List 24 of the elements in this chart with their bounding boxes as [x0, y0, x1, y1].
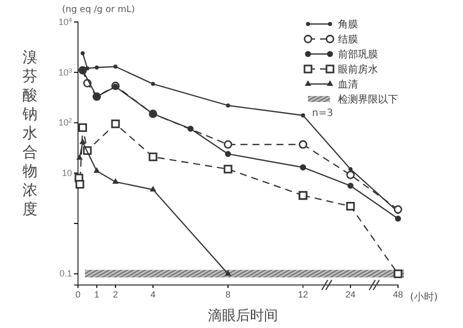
text: (小时)	[410, 291, 438, 303]
y-tick-label: 10	[62, 168, 72, 178]
text: (ng eq /g or mL)	[62, 5, 135, 15]
x-tick-label: 1	[94, 289, 100, 300]
legend-label: 角膜	[338, 18, 358, 30]
legend-label: 眼前房水	[338, 64, 378, 76]
x-tick-label: 4	[150, 289, 156, 300]
x-tick-label: 48	[392, 289, 404, 300]
legend-label: 结膜	[338, 34, 358, 46]
legend-label: 检测界限以下	[338, 94, 398, 106]
y-tick-label: 0.1	[59, 268, 72, 279]
x-tick-label: 12	[298, 289, 308, 300]
x-tick-label: 8	[225, 289, 231, 300]
legend-label: 血清	[338, 78, 358, 90]
legend-label: 前部巩膜	[338, 48, 378, 60]
x-tick-label: 2	[112, 289, 118, 300]
y-tick-label: 10$^{4}$	[58, 16, 72, 27]
y-tick-label: 10$^{2}$	[58, 117, 72, 128]
annotation: n=3	[312, 108, 334, 119]
text: 溴芬酸钠水合物浓度	[22, 48, 38, 218]
y-tick-label: 10$^{3}$	[58, 66, 72, 78]
x-axis-title: 滴眼后时间	[208, 308, 278, 324]
x-tick-label: 0	[75, 289, 81, 300]
x-tick-label: 24	[345, 289, 356, 300]
